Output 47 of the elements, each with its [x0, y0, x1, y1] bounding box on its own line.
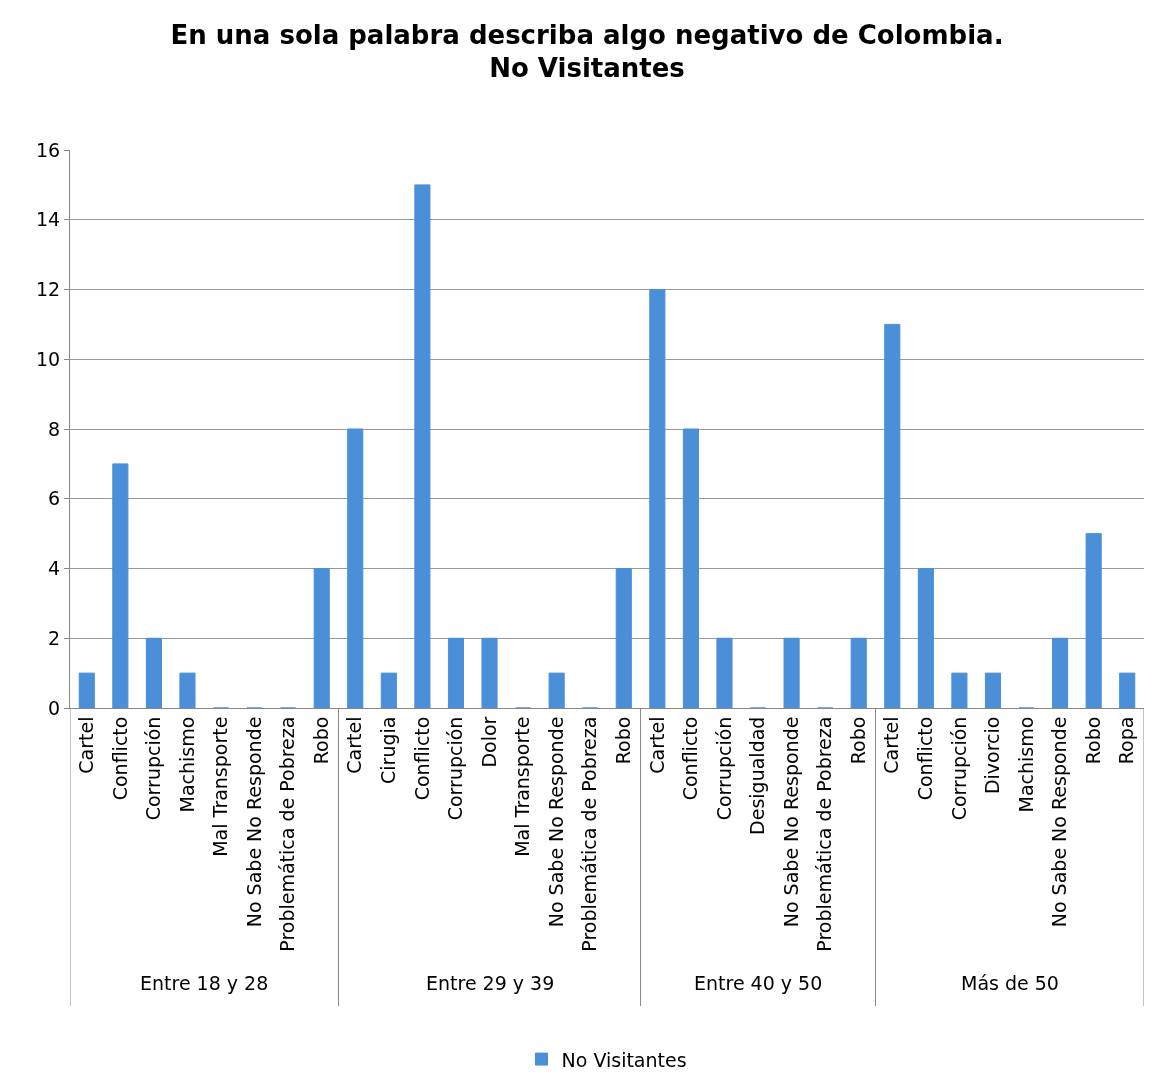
- x-tick-label: Problemática de Pobreza: [276, 716, 299, 952]
- x-tick-label: Corrupción: [142, 716, 165, 821]
- x-tick-label: Dolor: [477, 716, 500, 768]
- y-tick-label: 16: [36, 138, 61, 161]
- x-tick-label: Cartel: [645, 716, 668, 774]
- x-tick-label: Conflicto: [108, 716, 131, 801]
- text: Entre 29 y 39: [426, 972, 555, 994]
- x-tick-label: Robo: [846, 716, 869, 765]
- x-tick-label: Cartel: [880, 716, 903, 774]
- x-tick-label: Cartel: [74, 716, 97, 774]
- x-tick-label: Ropa: [1115, 716, 1138, 765]
- x-tick-label: Machismo: [175, 716, 198, 813]
- x-tick-label: Corrupción: [444, 716, 467, 821]
- x-tick-label: Robo: [611, 716, 634, 765]
- y-tick-label: 8: [48, 417, 61, 440]
- x-tick-label: Robo: [1081, 716, 1104, 765]
- x-tick-label: Conflicto: [410, 716, 433, 801]
- y-tick-label: 12: [36, 278, 61, 301]
- x-tick-label: Conflicto: [914, 716, 937, 801]
- x-tick-label: Corrupción: [947, 716, 970, 821]
- x-tick-label: Cartel: [343, 716, 366, 774]
- y-tick-label: 0: [48, 696, 61, 719]
- legend-label: No Visitantes: [561, 1048, 687, 1071]
- x-tick-label: Machismo: [1014, 716, 1037, 813]
- x-tick-label: No Sabe No Responde: [779, 716, 802, 928]
- x-tick-label: Corrupción: [712, 716, 735, 821]
- x-tick-label: Mal Transporte: [209, 716, 232, 857]
- y-tick-label: 2: [48, 626, 61, 649]
- x-tick-label: Problemática de Pobreza: [578, 716, 601, 952]
- x-tick-label: Cirugia: [377, 716, 400, 784]
- y-tick-label: 10: [36, 347, 61, 370]
- y-tick-label: 4: [48, 557, 61, 580]
- y-tick-label: 14: [36, 208, 61, 231]
- x-tick-label: Divorcio: [981, 716, 1004, 795]
- x-tick-label: Desigualdad: [746, 716, 769, 835]
- x-tick-label: Mal Transporte: [511, 716, 534, 857]
- text: Entre 40 y 50: [694, 972, 823, 994]
- x-tick-label: Problemática de Pobreza: [813, 716, 836, 952]
- x-tick-label: No Sabe No Responde: [242, 716, 265, 928]
- chart-title: En una sola palabra describa algo negativo de Colombia. No Visitantes: [170, 19, 1004, 84]
- x-tick-label: No Sabe No Responde: [1048, 716, 1071, 928]
- x-tick-label: Conflicto: [679, 716, 702, 801]
- text: Más de 50: [961, 972, 1059, 994]
- text: Entre 18 y 28: [140, 972, 269, 994]
- x-tick-label: No Sabe No Responde: [544, 716, 567, 928]
- y-tick-label: 6: [48, 487, 61, 510]
- x-tick-label: Robo: [309, 716, 332, 765]
